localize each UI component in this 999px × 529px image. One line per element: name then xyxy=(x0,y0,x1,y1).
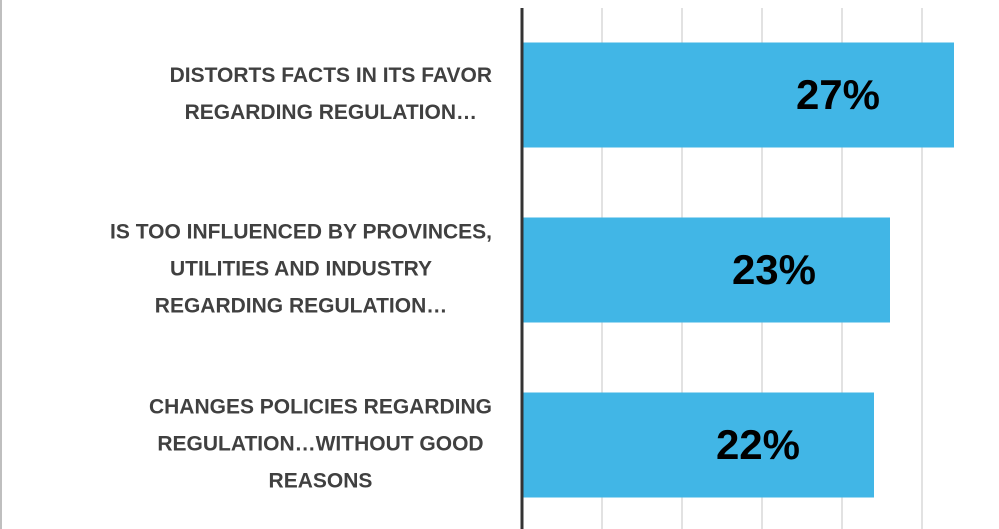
category-label: UTILITIES AND INDUSTRY xyxy=(170,258,432,281)
value-label: 23% xyxy=(732,246,816,293)
category-label: IS TOO INFLUENCED BY PROVINCES, xyxy=(110,221,492,244)
bar xyxy=(522,42,954,148)
value-label: 22% xyxy=(716,421,800,468)
category-label: REGARDING REGULATION… xyxy=(155,295,447,318)
category-label: REASONS xyxy=(269,470,373,493)
value-label: 27% xyxy=(796,71,880,118)
category-label: DISTORTS FACTS IN ITS FAVOR xyxy=(170,64,492,87)
bar xyxy=(522,392,874,498)
category-label: REGULATION…WITHOUT GOOD xyxy=(157,433,483,456)
category-label: CHANGES POLICIES REGARDING xyxy=(149,396,492,419)
category-label: REGARDING REGULATION… xyxy=(185,101,477,124)
bar xyxy=(522,217,890,323)
